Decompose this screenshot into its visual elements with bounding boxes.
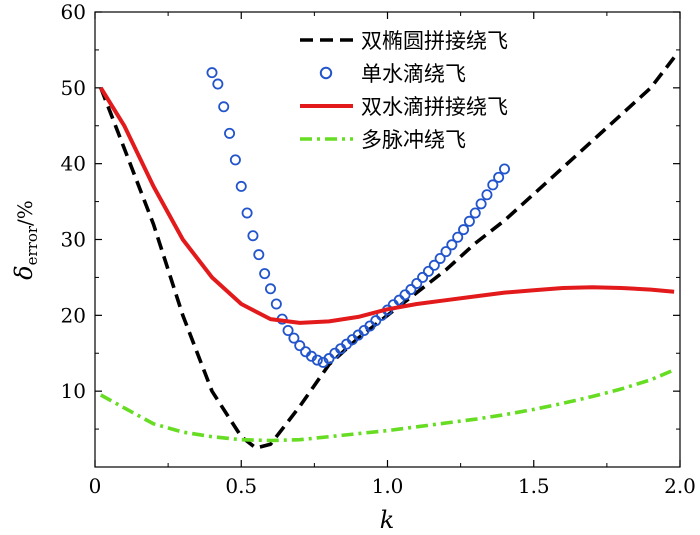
axis-ticks: 0 0.5 1.0 1.5 2.0 10 20 30 40 50 60: [61, 0, 696, 498]
legend-label: 双椭圆拼接绕飞: [361, 29, 508, 53]
legend-label: 多脉冲绕飞: [361, 128, 466, 152]
data-point: [311, 354, 323, 366]
x-tick-label: 2.0: [664, 474, 696, 498]
data-point: [463, 215, 475, 227]
series-line-0: [99, 56, 676, 450]
series-layer: [99, 56, 676, 450]
y-axis-symbol: δ: [10, 265, 38, 279]
data-point: [294, 340, 306, 352]
data-point: [259, 268, 271, 280]
data-point: [481, 189, 493, 201]
data-point: [224, 127, 236, 139]
y-axis-unit: /%: [13, 200, 37, 226]
data-point: [411, 277, 423, 289]
y-axis-title: δerror/%: [10, 200, 41, 280]
y-tick-label: 10: [61, 379, 86, 403]
data-point: [405, 284, 417, 296]
data-point: [229, 154, 241, 166]
svg-text:δerror/%: δerror/%: [10, 200, 41, 280]
legend-label: 单水滴绕飞: [361, 62, 466, 86]
data-point: [446, 239, 458, 251]
x-tick-label: 1.0: [372, 474, 404, 498]
y-tick-label: 60: [61, 0, 86, 24]
legend-marker: [319, 66, 333, 80]
data-point: [288, 332, 300, 344]
data-point: [475, 198, 487, 210]
data-point: [458, 224, 470, 236]
data-point: [270, 298, 282, 310]
y-tick-label: 40: [61, 152, 86, 176]
data-point: [498, 163, 510, 175]
data-point: [487, 179, 499, 191]
data-point: [235, 180, 247, 192]
data-point: [247, 230, 259, 242]
data-point: [206, 67, 218, 79]
x-tick-label: 0.5: [225, 474, 257, 498]
data-point: [428, 259, 440, 271]
y-tick-label: 30: [61, 228, 86, 252]
data-point: [417, 271, 429, 283]
data-point: [493, 171, 505, 183]
data-point: [253, 249, 265, 261]
data-point: [399, 289, 411, 301]
data-point: [218, 101, 230, 113]
data-point: [440, 246, 452, 258]
data-point: [282, 324, 294, 336]
x-axis-title: k: [380, 506, 395, 534]
data-point: [264, 283, 276, 295]
series-line-3: [99, 368, 675, 443]
y-axis-subscript: error: [23, 225, 41, 265]
series-markers-1: [206, 67, 510, 368]
data-point: [469, 207, 481, 219]
y-tick-label: 50: [61, 76, 86, 100]
legend-label: 双水滴拼接绕飞: [361, 95, 508, 119]
data-point: [422, 265, 434, 277]
y-tick-label: 20: [61, 303, 86, 327]
data-point: [241, 207, 253, 219]
x-tick-label: 0: [89, 474, 102, 498]
data-point: [452, 231, 464, 243]
data-point: [434, 252, 446, 264]
data-point: [212, 78, 224, 90]
x-tick-label: 1.5: [518, 474, 550, 498]
series-line-2: [99, 86, 675, 325]
